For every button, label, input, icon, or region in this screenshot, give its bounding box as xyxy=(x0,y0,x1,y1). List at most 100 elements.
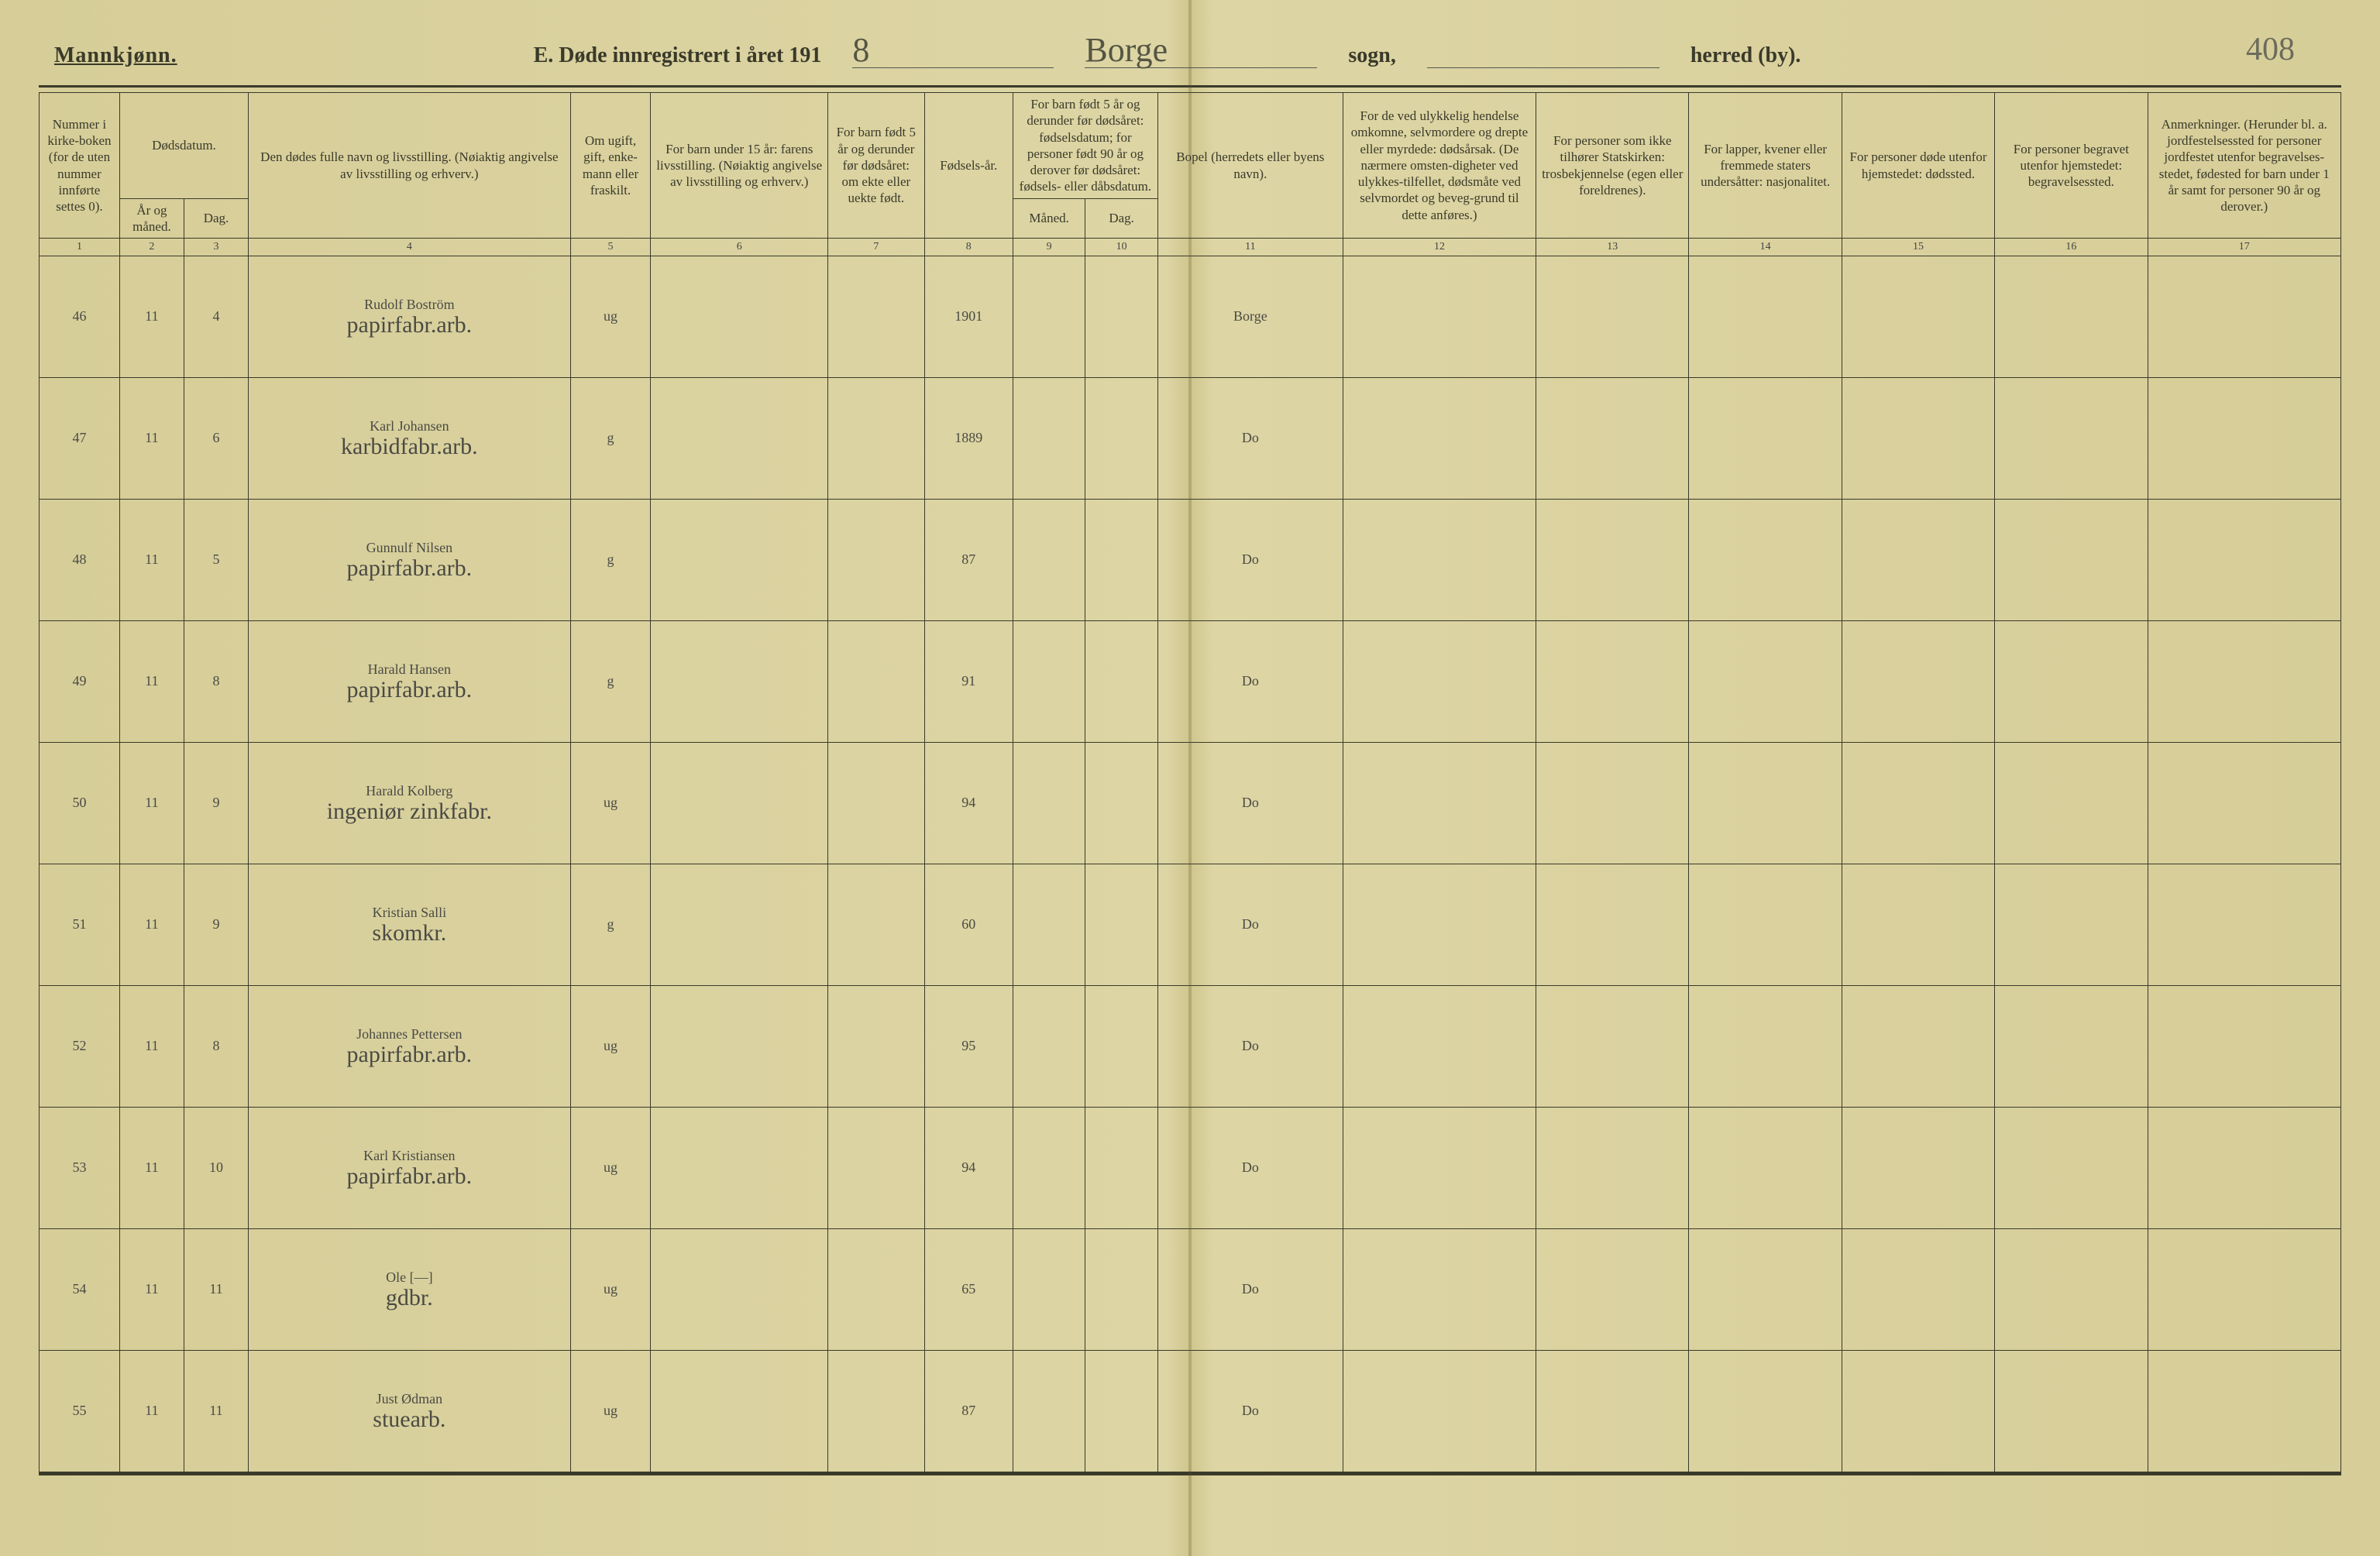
col-15-header: For personer døde utenfor hjemstedet: dø… xyxy=(1842,93,1994,239)
cell-occupation: karbidfabr.arb. xyxy=(253,435,566,459)
cell-confession xyxy=(1536,377,1689,499)
cell-burialplace xyxy=(1995,256,2148,377)
district-name xyxy=(1427,67,1659,68)
year-suffix: 8 xyxy=(852,33,1054,68)
cell-legitimacy xyxy=(828,985,925,1107)
cell-status: ug xyxy=(570,1228,651,1350)
cell-confession xyxy=(1536,985,1689,1107)
cell-num: 54 xyxy=(40,1228,120,1350)
colnum: 16 xyxy=(1995,239,2148,256)
cell-cause xyxy=(1343,620,1536,742)
cell-name: Johannes Pettersenpapirfabr.arb. xyxy=(249,985,571,1107)
cell-birthyear: 87 xyxy=(924,499,1013,620)
cell-confession xyxy=(1536,1107,1689,1228)
col-6-header: For barn under 15 år: farens livsstillin… xyxy=(651,93,828,239)
cell-deathplace xyxy=(1842,1228,1994,1350)
colnum: 1 xyxy=(40,239,120,256)
cell-month: 11 xyxy=(119,864,184,985)
cell-deathplace xyxy=(1842,742,1994,864)
cell-birth-day xyxy=(1085,985,1158,1107)
cell-nationality xyxy=(1689,1350,1842,1472)
cell-status: g xyxy=(570,864,651,985)
cell-father-occ xyxy=(651,864,828,985)
cell-name: Karl Kristiansenpapirfabr.arb. xyxy=(249,1107,571,1228)
cell-day: 10 xyxy=(184,1107,248,1228)
colnum: 11 xyxy=(1157,239,1343,256)
cell-residence: Do xyxy=(1157,377,1343,499)
cell-occupation: ingeniør zinkfabr. xyxy=(253,799,566,824)
cell-birth-month xyxy=(1013,742,1085,864)
cell-legitimacy xyxy=(828,742,925,864)
cell-num: 47 xyxy=(40,377,120,499)
cell-birth-month xyxy=(1013,1350,1085,1472)
cell-confession xyxy=(1536,742,1689,864)
cell-birth-month xyxy=(1013,499,1085,620)
cell-birth-day xyxy=(1085,1228,1158,1350)
cell-name: Rudolf Boströmpapirfabr.arb. xyxy=(249,256,571,377)
cell-birth-month xyxy=(1013,1228,1085,1350)
cell-residence: Do xyxy=(1157,620,1343,742)
cell-nationality xyxy=(1689,620,1842,742)
cell-day: 5 xyxy=(184,499,248,620)
cell-day: 11 xyxy=(184,1350,248,1472)
cell-father-occ xyxy=(651,1107,828,1228)
cell-day: 9 xyxy=(184,742,248,864)
cell-legitimacy xyxy=(828,864,925,985)
cell-month: 11 xyxy=(119,742,184,864)
col-1-header: Nummer i kirke-boken (for de uten nummer… xyxy=(40,93,120,239)
cell-nationality xyxy=(1689,377,1842,499)
cell-residence: Do xyxy=(1157,742,1343,864)
cell-status: ug xyxy=(570,985,651,1107)
cell-cause xyxy=(1343,864,1536,985)
cell-birth-month xyxy=(1013,377,1085,499)
cell-father-occ xyxy=(651,742,828,864)
cell-status: ug xyxy=(570,1350,651,1472)
cell-occupation: papirfabr.arb. xyxy=(253,678,566,702)
col-17-header: Anmerkninger. (Herunder bl. a. jordfeste… xyxy=(2148,93,2340,239)
colnum: 6 xyxy=(651,239,828,256)
cell-deathplace xyxy=(1842,256,1994,377)
cell-occupation: papirfabr.arb. xyxy=(253,1164,566,1189)
cell-birth-day xyxy=(1085,256,1158,377)
cell-occupation: papirfabr.arb. xyxy=(253,1042,566,1067)
cell-day: 9 xyxy=(184,864,248,985)
cell-name: Harald Hansenpapirfabr.arb. xyxy=(249,620,571,742)
colnum: 12 xyxy=(1343,239,1536,256)
cell-birth-month xyxy=(1013,256,1085,377)
cell-confession xyxy=(1536,620,1689,742)
colnum: 9 xyxy=(1013,239,1085,256)
cell-birth-month xyxy=(1013,985,1085,1107)
colnum: 14 xyxy=(1689,239,1842,256)
cell-father-occ xyxy=(651,1228,828,1350)
cell-deathplace xyxy=(1842,864,1994,985)
cell-burialplace xyxy=(1995,499,2148,620)
cell-residence: Do xyxy=(1157,1228,1343,1350)
cell-nationality xyxy=(1689,985,1842,1107)
cell-month: 11 xyxy=(119,620,184,742)
cell-residence: Do xyxy=(1157,499,1343,620)
cell-confession xyxy=(1536,499,1689,620)
cell-remarks xyxy=(2148,742,2340,864)
cell-remarks xyxy=(2148,256,2340,377)
cell-cause xyxy=(1343,985,1536,1107)
cell-birthyear: 1889 xyxy=(924,377,1013,499)
cell-father-occ xyxy=(651,499,828,620)
gender-heading: Mannkjønn. xyxy=(54,43,177,68)
cell-num: 48 xyxy=(40,499,120,620)
cell-nationality xyxy=(1689,256,1842,377)
col-12-header: For de ved ulykkelig hendelse omkomne, s… xyxy=(1343,93,1536,239)
cell-birth-day xyxy=(1085,864,1158,985)
sogn-label: sogn, xyxy=(1348,43,1395,68)
cell-birthyear: 91 xyxy=(924,620,1013,742)
cell-day: 6 xyxy=(184,377,248,499)
col-2-group-header: Dødsdatum. xyxy=(119,93,248,199)
cell-deathplace xyxy=(1842,499,1994,620)
cell-nationality xyxy=(1689,742,1842,864)
cell-num: 51 xyxy=(40,864,120,985)
cell-birth-day xyxy=(1085,499,1158,620)
cell-remarks xyxy=(2148,377,2340,499)
parish-name: Borge xyxy=(1085,33,1317,68)
cell-name: Ole [­—]gdbr. xyxy=(249,1228,571,1350)
cell-birthyear: 60 xyxy=(924,864,1013,985)
cell-burialplace xyxy=(1995,1107,2148,1228)
